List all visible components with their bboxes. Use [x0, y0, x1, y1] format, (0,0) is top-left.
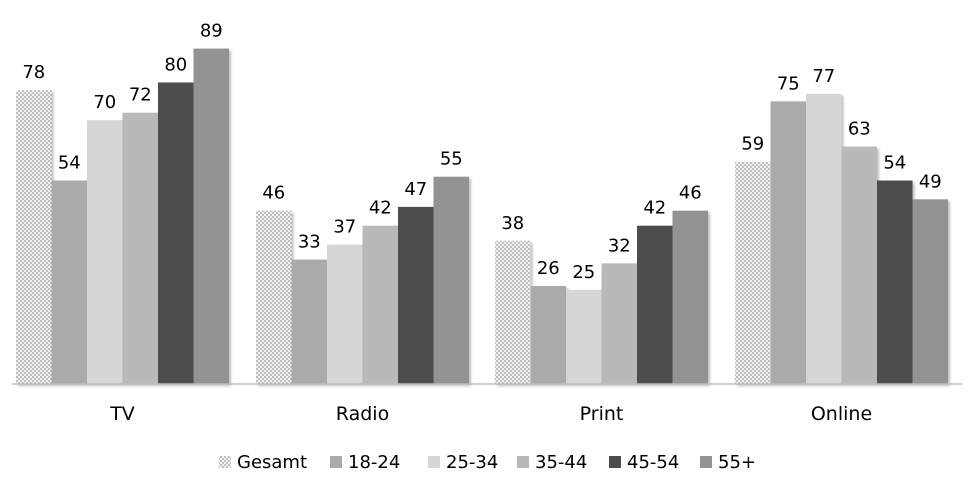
bar-radio-45-54 [398, 206, 434, 384]
data-label: 46 [679, 183, 702, 204]
data-label: 32 [608, 235, 631, 256]
category-label: Print [580, 403, 624, 425]
category-label: TV [109, 403, 135, 425]
data-label: 75 [777, 73, 800, 94]
bar-print-25-34 [566, 289, 602, 384]
data-label: 55 [440, 149, 463, 170]
data-label: 33 [298, 232, 321, 253]
legend-label: 18-24 [348, 452, 400, 473]
data-label: 54 [883, 153, 906, 174]
bar-print-45-54 [637, 225, 673, 384]
data-label: 38 [501, 213, 524, 234]
legend-label: 35-44 [535, 452, 587, 473]
category-label: Online [811, 403, 872, 425]
data-label: 70 [93, 92, 116, 113]
data-labels-group: 78 54 70 72 80 89 46 33 37 42 47 55 38 26 25 32 42 46 59 75… [22, 21, 941, 283]
legend-swatch [428, 456, 440, 468]
bar-online-35-44 [841, 146, 877, 384]
bar-print-gesamt [495, 240, 531, 384]
bar-tv-45-54 [158, 82, 194, 384]
legend: Gesamt 18-24 25-34 35-44 45-54 55+ [219, 452, 756, 473]
legend-swatch [700, 456, 712, 468]
data-label: 89 [200, 21, 223, 42]
bar-print-35-44 [601, 263, 637, 384]
bar-radio-gesamt [256, 210, 292, 384]
category-label: Radio [336, 403, 389, 425]
bar-radio-18-24 [291, 259, 327, 384]
legend-swatch [219, 456, 231, 468]
bar-radio-25-34 [327, 244, 363, 384]
data-label: 54 [58, 153, 81, 174]
bar-radio-55plus [433, 176, 469, 384]
legend-label: 45-54 [627, 452, 679, 473]
data-label: 78 [22, 62, 45, 83]
data-label: 49 [919, 171, 942, 192]
bar-radio-35-44 [362, 225, 398, 384]
data-label: 80 [164, 55, 187, 76]
legend-swatch [330, 456, 342, 468]
bar-print-55plus [672, 210, 708, 384]
data-label: 63 [848, 119, 871, 140]
bar-online-45-54 [877, 180, 913, 384]
data-label: 77 [812, 66, 835, 87]
legend-swatch [517, 456, 529, 468]
bar-tv-55plus [193, 48, 229, 384]
data-label: 42 [369, 198, 392, 219]
legend-swatch [609, 456, 621, 468]
bar-online-25-34 [806, 93, 842, 385]
category-labels-group: TV Radio Print Online [109, 403, 872, 425]
bars-group [16, 48, 948, 385]
data-label: 26 [537, 258, 560, 279]
bar-online-gesamt [735, 161, 771, 384]
data-label: 46 [262, 183, 285, 204]
data-label: 37 [333, 217, 356, 238]
data-label: 42 [643, 198, 666, 219]
bar-online-18-24 [770, 101, 806, 385]
data-label: 47 [404, 179, 427, 200]
bar-tv-35-44 [122, 112, 158, 384]
legend-label: 25-34 [446, 452, 498, 473]
data-label: 72 [129, 85, 152, 106]
bar-online-55plus [912, 199, 948, 384]
legend-label: Gesamt [237, 452, 307, 473]
bar-print-18-24 [530, 286, 566, 384]
bar-tv-gesamt [16, 90, 52, 384]
data-label: 25 [572, 262, 595, 283]
legend-label: 55+ [718, 452, 756, 473]
bar-tv-25-34 [87, 120, 123, 384]
data-label: 59 [741, 134, 764, 155]
bar-tv-18-24 [51, 180, 87, 384]
